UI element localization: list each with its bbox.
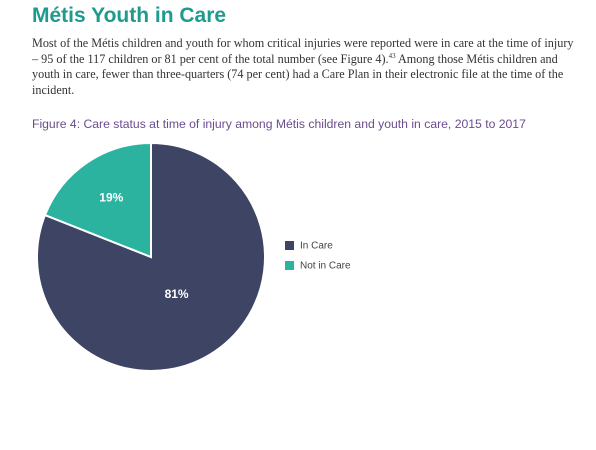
- legend-swatch-in-care: [285, 241, 294, 250]
- section-paragraph: Most of the Métis children and youth for…: [32, 36, 580, 98]
- pie-slice-not-in-care[interactable]: [43, 141, 152, 259]
- slice-label-not-in-care: 19%: [99, 191, 123, 205]
- legend-label-not-in-care: Not in Care: [300, 261, 351, 272]
- section-title: Métis Youth in Care: [32, 4, 227, 27]
- paragraph-text-part-2: Among those Métis children and youth in …: [32, 51, 564, 97]
- pie-slice-in-care[interactable]: [36, 141, 266, 372]
- legend-label-in-care: In Care: [300, 241, 333, 252]
- slice-label-in-care: 81%: [165, 287, 189, 301]
- legend-swatch-not-in-care: [285, 261, 294, 270]
- footnote-reference[interactable]: 43: [388, 51, 396, 60]
- paragraph-text-part-1: Most of the Métis children and youth for…: [32, 36, 574, 66]
- figure-title: Figure 4: Care status at time of injury …: [32, 117, 526, 131]
